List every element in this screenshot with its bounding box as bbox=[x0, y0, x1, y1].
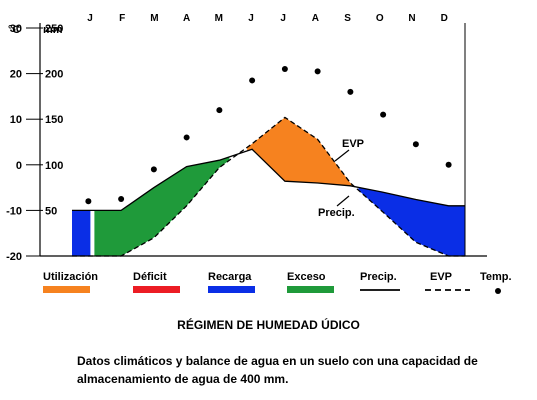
mm-tick-label: 100 bbox=[45, 160, 63, 172]
fill-recarga-end bbox=[358, 187, 465, 256]
month-label: J bbox=[248, 13, 254, 24]
temperature-points bbox=[85, 66, 452, 205]
month-label: A bbox=[312, 13, 319, 24]
left-tick-label: -20 bbox=[6, 251, 22, 263]
temp-point bbox=[412, 141, 419, 148]
month-label: J bbox=[280, 13, 286, 24]
legend-item: Temp. bbox=[480, 271, 512, 294]
temp-point bbox=[347, 88, 354, 95]
annotation-precip-arrow bbox=[336, 195, 350, 207]
left-tick-label: 20 bbox=[10, 69, 22, 81]
left-tick-label: 30 bbox=[10, 23, 22, 35]
precip-line bbox=[72, 148, 465, 212]
legend-item: Recarga bbox=[208, 271, 255, 293]
temp-point bbox=[445, 161, 452, 168]
evp-line bbox=[72, 116, 465, 257]
left-tick-label: 10 bbox=[10, 114, 22, 126]
fill-exceso bbox=[94, 156, 230, 256]
month-label: J bbox=[87, 13, 93, 24]
temp-point bbox=[85, 198, 92, 205]
temp-point bbox=[249, 77, 256, 84]
month-label: D bbox=[441, 13, 448, 24]
right-axis-unit: mm bbox=[43, 24, 63, 36]
legend-label: Recarga bbox=[208, 271, 252, 283]
temp-point bbox=[314, 68, 321, 75]
legend-label: Temp. bbox=[480, 271, 512, 283]
month-label: N bbox=[408, 13, 415, 24]
legend: Utilización Déficit Recarga Exceso Precip. EV… bbox=[43, 271, 512, 294]
plot-lines bbox=[72, 116, 465, 257]
legend-label: Utilización bbox=[43, 271, 98, 283]
month-label: M bbox=[215, 13, 223, 24]
plot-fills bbox=[72, 117, 465, 256]
annotations: EVP Precip. bbox=[318, 138, 364, 219]
temp-point bbox=[150, 166, 157, 173]
legend-swatch bbox=[495, 288, 501, 294]
legend-label: EVP bbox=[430, 271, 452, 283]
month-label: O bbox=[376, 13, 384, 24]
temp-point bbox=[183, 134, 190, 141]
legend-item: Precip. bbox=[360, 271, 400, 291]
temp-point bbox=[281, 66, 288, 73]
month-label: S bbox=[344, 13, 351, 24]
annotation-evp-arrow bbox=[334, 149, 350, 162]
legend-label: Déficit bbox=[133, 271, 167, 283]
temp-point bbox=[380, 111, 387, 118]
month-label: F bbox=[119, 13, 125, 24]
legend-label: Exceso bbox=[287, 271, 326, 283]
mm-tick-label: 150 bbox=[45, 114, 63, 126]
legend-swatch bbox=[208, 286, 255, 293]
plot-frame bbox=[39, 23, 487, 257]
legend-item: Exceso bbox=[287, 271, 334, 293]
mm-tick-label: 250 bbox=[45, 23, 63, 35]
legend-swatch bbox=[133, 286, 180, 293]
legend-item: Utilización bbox=[43, 271, 98, 293]
fill-recarga-start bbox=[72, 210, 91, 256]
left-tick-label: -10 bbox=[6, 205, 22, 217]
legend-swatch bbox=[43, 286, 90, 293]
temp-point bbox=[118, 196, 125, 202]
legend-item: Déficit bbox=[133, 271, 180, 293]
mm-tick-label: 50 bbox=[45, 205, 57, 217]
left-tick-label: 0 bbox=[16, 160, 22, 172]
chart-title: RÉGIMEN DE HUMEDAD ÚDICO bbox=[177, 318, 360, 332]
month-label: M bbox=[150, 13, 158, 24]
left-axis-unit: °C bbox=[8, 24, 20, 36]
annotation-evp: EVP bbox=[342, 138, 364, 150]
legend-swatch bbox=[287, 286, 334, 293]
temp-point bbox=[216, 107, 223, 114]
annotation-precip: Precip. bbox=[318, 207, 355, 219]
legend-item: EVP bbox=[425, 271, 470, 291]
month-label: A bbox=[183, 13, 190, 24]
mm-tick-label: 200 bbox=[45, 69, 63, 81]
chart-caption: Datos climáticos y balance de agua en un… bbox=[77, 354, 478, 386]
legend-label: Precip. bbox=[360, 271, 397, 283]
